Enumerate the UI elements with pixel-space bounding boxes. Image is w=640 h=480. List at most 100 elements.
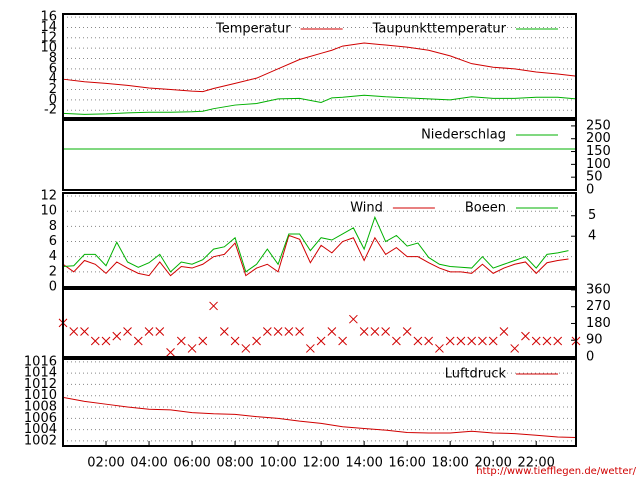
y-tick-label: 0 xyxy=(586,350,594,365)
x-tick-label: 06:00 xyxy=(173,456,210,471)
point xyxy=(456,336,466,346)
point xyxy=(90,336,100,346)
point xyxy=(478,336,487,346)
x-tick-label: 16:00 xyxy=(388,456,425,471)
y-tick-label: 1006 xyxy=(24,411,57,426)
point xyxy=(359,327,369,336)
point xyxy=(262,327,272,336)
legend-label: Temperatur xyxy=(215,22,291,37)
point xyxy=(402,327,412,336)
y-tick-label: 12 xyxy=(40,189,57,204)
point xyxy=(435,344,444,353)
y2-tick-label: 5 xyxy=(588,208,596,223)
y-tick-label: 1004 xyxy=(24,422,57,437)
y-tick-label: 14 xyxy=(40,20,57,35)
series-line xyxy=(62,42,577,93)
y-tick-label: 2 xyxy=(49,82,57,97)
y2-tick-label: 4 xyxy=(588,229,596,244)
series-line xyxy=(62,94,577,115)
y-tick-label: 270 xyxy=(586,299,611,314)
y-tick-label: 1014 xyxy=(24,366,57,381)
point xyxy=(133,336,143,346)
point xyxy=(252,336,261,346)
point xyxy=(101,336,111,346)
legend-label: Wind xyxy=(350,201,383,216)
x-tick-label: 02:00 xyxy=(87,456,124,471)
y-tick-label: 16 xyxy=(40,10,57,25)
series-line xyxy=(62,234,569,277)
point xyxy=(327,327,337,336)
point xyxy=(424,336,434,346)
x-tick-label: 18:00 xyxy=(431,456,468,471)
y-tick-label: 8 xyxy=(49,219,57,234)
y-tick-label: 4 xyxy=(49,249,57,264)
point xyxy=(155,327,165,336)
point xyxy=(112,331,122,341)
footer-url: http://www.tiefflegen.de/wetter/ xyxy=(476,466,636,477)
legend-label: Taupunkttemperatur xyxy=(372,22,507,37)
x-tick-label: 22:00 xyxy=(517,456,554,471)
point xyxy=(338,336,347,346)
panel-frame xyxy=(62,192,577,288)
point xyxy=(349,314,358,324)
point xyxy=(198,336,208,346)
point xyxy=(531,336,541,346)
y-tick-label: 50 xyxy=(586,170,603,185)
y-tick-label: 0 xyxy=(49,92,57,107)
y-tick-label: 12 xyxy=(40,30,57,45)
point xyxy=(510,344,520,353)
legend-label: Luftdruck xyxy=(445,367,507,382)
point xyxy=(392,336,401,346)
point xyxy=(219,327,229,336)
point xyxy=(553,336,563,346)
y-tick-label: 100 xyxy=(586,157,611,172)
point xyxy=(69,327,79,336)
point xyxy=(230,336,240,346)
point xyxy=(166,347,175,357)
point xyxy=(241,344,251,353)
point xyxy=(542,336,552,346)
x-tick-label: 20:00 xyxy=(474,456,511,471)
point xyxy=(467,336,477,346)
point xyxy=(499,327,509,336)
legend-label: Niederschlag xyxy=(421,128,506,143)
legend-label: Boeen xyxy=(465,201,506,216)
y-tick-label: 1008 xyxy=(24,400,57,415)
point xyxy=(209,301,218,311)
x-tick-label: 10:00 xyxy=(259,456,296,471)
x-tick-label: 12:00 xyxy=(302,456,339,471)
point xyxy=(413,336,423,346)
y-tick-label: 6 xyxy=(49,61,57,76)
x-tick-label: 14:00 xyxy=(345,456,382,471)
y-tick-label: 8 xyxy=(49,51,57,66)
y-tick-label: 150 xyxy=(586,144,611,159)
y-tick-label: 10 xyxy=(40,41,57,56)
x-tick-label: 08:00 xyxy=(216,456,253,471)
y-tick-label: 1010 xyxy=(24,388,57,403)
y-tick-label: 180 xyxy=(586,316,611,331)
y-tick-label: 1016 xyxy=(24,354,57,369)
series-line xyxy=(62,215,569,273)
point xyxy=(316,336,326,346)
point xyxy=(488,336,498,346)
point xyxy=(295,327,304,336)
y-tick-label: 200 xyxy=(586,131,611,146)
point xyxy=(306,344,315,353)
panel-frame xyxy=(62,13,577,119)
panel-frame xyxy=(62,119,577,191)
y-tick-label: 0 xyxy=(49,280,57,295)
y-tick-label: 250 xyxy=(586,118,611,133)
point xyxy=(123,327,132,336)
point xyxy=(381,327,390,336)
point xyxy=(370,327,380,336)
point xyxy=(187,344,197,353)
y-tick-label: 6 xyxy=(49,234,57,249)
y-tick-label: 10 xyxy=(40,204,57,219)
y-tick-label: 90 xyxy=(586,333,603,348)
y-tick-label: 4 xyxy=(49,72,57,87)
y-tick-label: 2 xyxy=(49,264,57,279)
point xyxy=(284,327,294,336)
point xyxy=(80,327,89,336)
